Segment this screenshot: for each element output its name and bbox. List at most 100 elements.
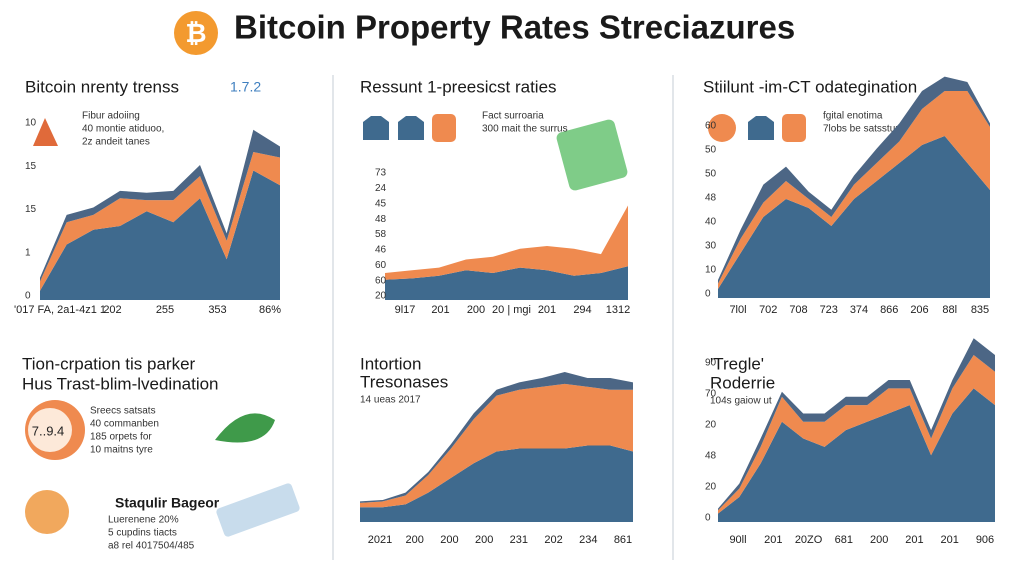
area [718,355,995,514]
y-tick-label: 15 [25,204,37,215]
y-tick-label: 10 [25,118,37,129]
area [360,445,633,522]
area [718,338,995,511]
area [360,383,633,508]
x-tick-label: 702 [759,304,777,316]
x-tick-label: 200 [870,534,888,546]
y-tick-label: 50 [705,145,717,156]
x-tick-label: 906 [976,534,994,546]
y-tick-label: 48 [705,451,717,462]
legend-text: 40 commanben [90,419,159,430]
panel-heading: Tion-crpation tis parker [22,354,196,373]
area [40,152,280,291]
x-tick-label: 201 [764,534,782,546]
panel-heading: 1.7.2 [230,79,261,95]
legend-text: 2z andeit tanes [82,137,150,148]
legend-text: Roderrie [710,373,775,392]
x-tick-label: 201 [538,304,556,316]
x-tick-label: 7l0l [729,304,746,316]
y-tick-label: 45 [375,198,387,209]
y-tick-label: 20 [705,482,717,493]
panel-heading: Hus Trast-blim-lvedination [22,374,219,393]
x-tick-label: 861 [614,534,632,546]
legend-text: 185 orpets for [90,432,152,443]
y-tick-label: 30 [705,241,717,252]
money-icon [432,114,456,142]
y-tick-label: 70 [705,389,717,400]
x-tick-label: 20 | mgi [492,304,531,316]
y-tick-label: 90 [705,358,717,369]
panel-heading: Stiilunt -im-CT odategination [703,77,917,96]
item-title: Staqulir Bageor [115,495,220,511]
bottle-icon [25,490,69,534]
legend-text: 14 ueas 2017 [360,395,421,406]
x-tick-label: '017 FA, 2a1-4z1 1 [14,304,106,316]
y-tick-label: 60 [375,260,387,271]
y-tick-label: 48 [375,214,387,225]
x-tick-label: 234 [579,534,597,546]
panel-heading: Intortion [360,354,421,373]
legend-text: fgital enotima [823,111,883,122]
x-tick-label: 202 [103,304,121,316]
item-line: a8 rel 4017504/485 [108,541,195,552]
legend-text: Tresonases [360,372,448,391]
panel-heading: Ressunt 1-preesicst raties [360,77,557,96]
x-tick-label: 866 [880,304,898,316]
legend-text: 104s gaiow ut [710,396,772,407]
shirt-icon [363,116,389,140]
x-tick-label: 200 [467,304,485,316]
x-tick-label: 374 [850,304,868,316]
legend-text: Fact surroaria [482,111,544,122]
legend-text: Sreecs satsats [90,406,156,417]
y-tick-label: 46 [375,245,387,256]
legend-text: 300 mait the surrus [482,124,568,135]
x-tick-label: 201 [941,534,959,546]
blocks-icon [216,483,300,537]
y-tick-label: 58 [375,229,387,240]
check-icon [708,114,736,142]
y-tick-label: 73 [375,168,387,179]
y-tick-label: 0 [25,291,31,302]
x-tick-label: 255 [156,304,174,316]
x-tick-label: 202 [544,534,562,546]
area [385,266,628,300]
x-tick-label: 200 [475,534,493,546]
x-tick-label: 9l17 [395,304,416,316]
x-tick-label: 294 [573,304,591,316]
y-tick-label: 48 [705,193,717,204]
gauge-inner [28,408,72,452]
x-tick-label: 723 [820,304,838,316]
y-tick-label: 0 [705,289,711,300]
gauge-label: 7..9.4 [32,423,65,438]
x-tick-label: 1312 [606,304,630,316]
y-tick-label: 15 [25,161,37,172]
y-tick-label: 20 [375,291,387,302]
y-tick-label: 1 [25,247,31,258]
x-tick-label: 681 [835,534,853,546]
shirt-icon [398,116,424,140]
x-tick-label: 708 [789,304,807,316]
leaf-icon [215,413,275,443]
area [718,136,990,298]
item-line: 5 cupdins tiacts [108,528,177,539]
x-tick-label: 231 [510,534,528,546]
y-tick-label: 24 [375,183,387,194]
panel-heading: Bitcoin nrenty trenss [25,77,179,96]
x-tick-label: 201 [905,534,923,546]
shirt-icon [748,116,774,140]
bitcoin-symbol: ₿ [185,18,206,48]
legend-text: 10 maitns tyre [90,445,153,456]
money-icon [782,114,806,142]
area [718,76,990,284]
area [718,91,990,289]
y-tick-label: 50 [705,169,717,180]
legend-text: 7lobs be satsstur [823,124,899,135]
page-title: Bitcoin Property Rates Streciazures [234,9,795,46]
x-tick-label: 206 [910,304,928,316]
x-tick-label: 90ll [729,534,746,546]
x-tick-label: 20ZO [795,534,823,546]
y-tick-label: 60 [705,121,717,132]
x-tick-label: 200 [406,534,424,546]
y-tick-label: 0 [705,513,711,524]
